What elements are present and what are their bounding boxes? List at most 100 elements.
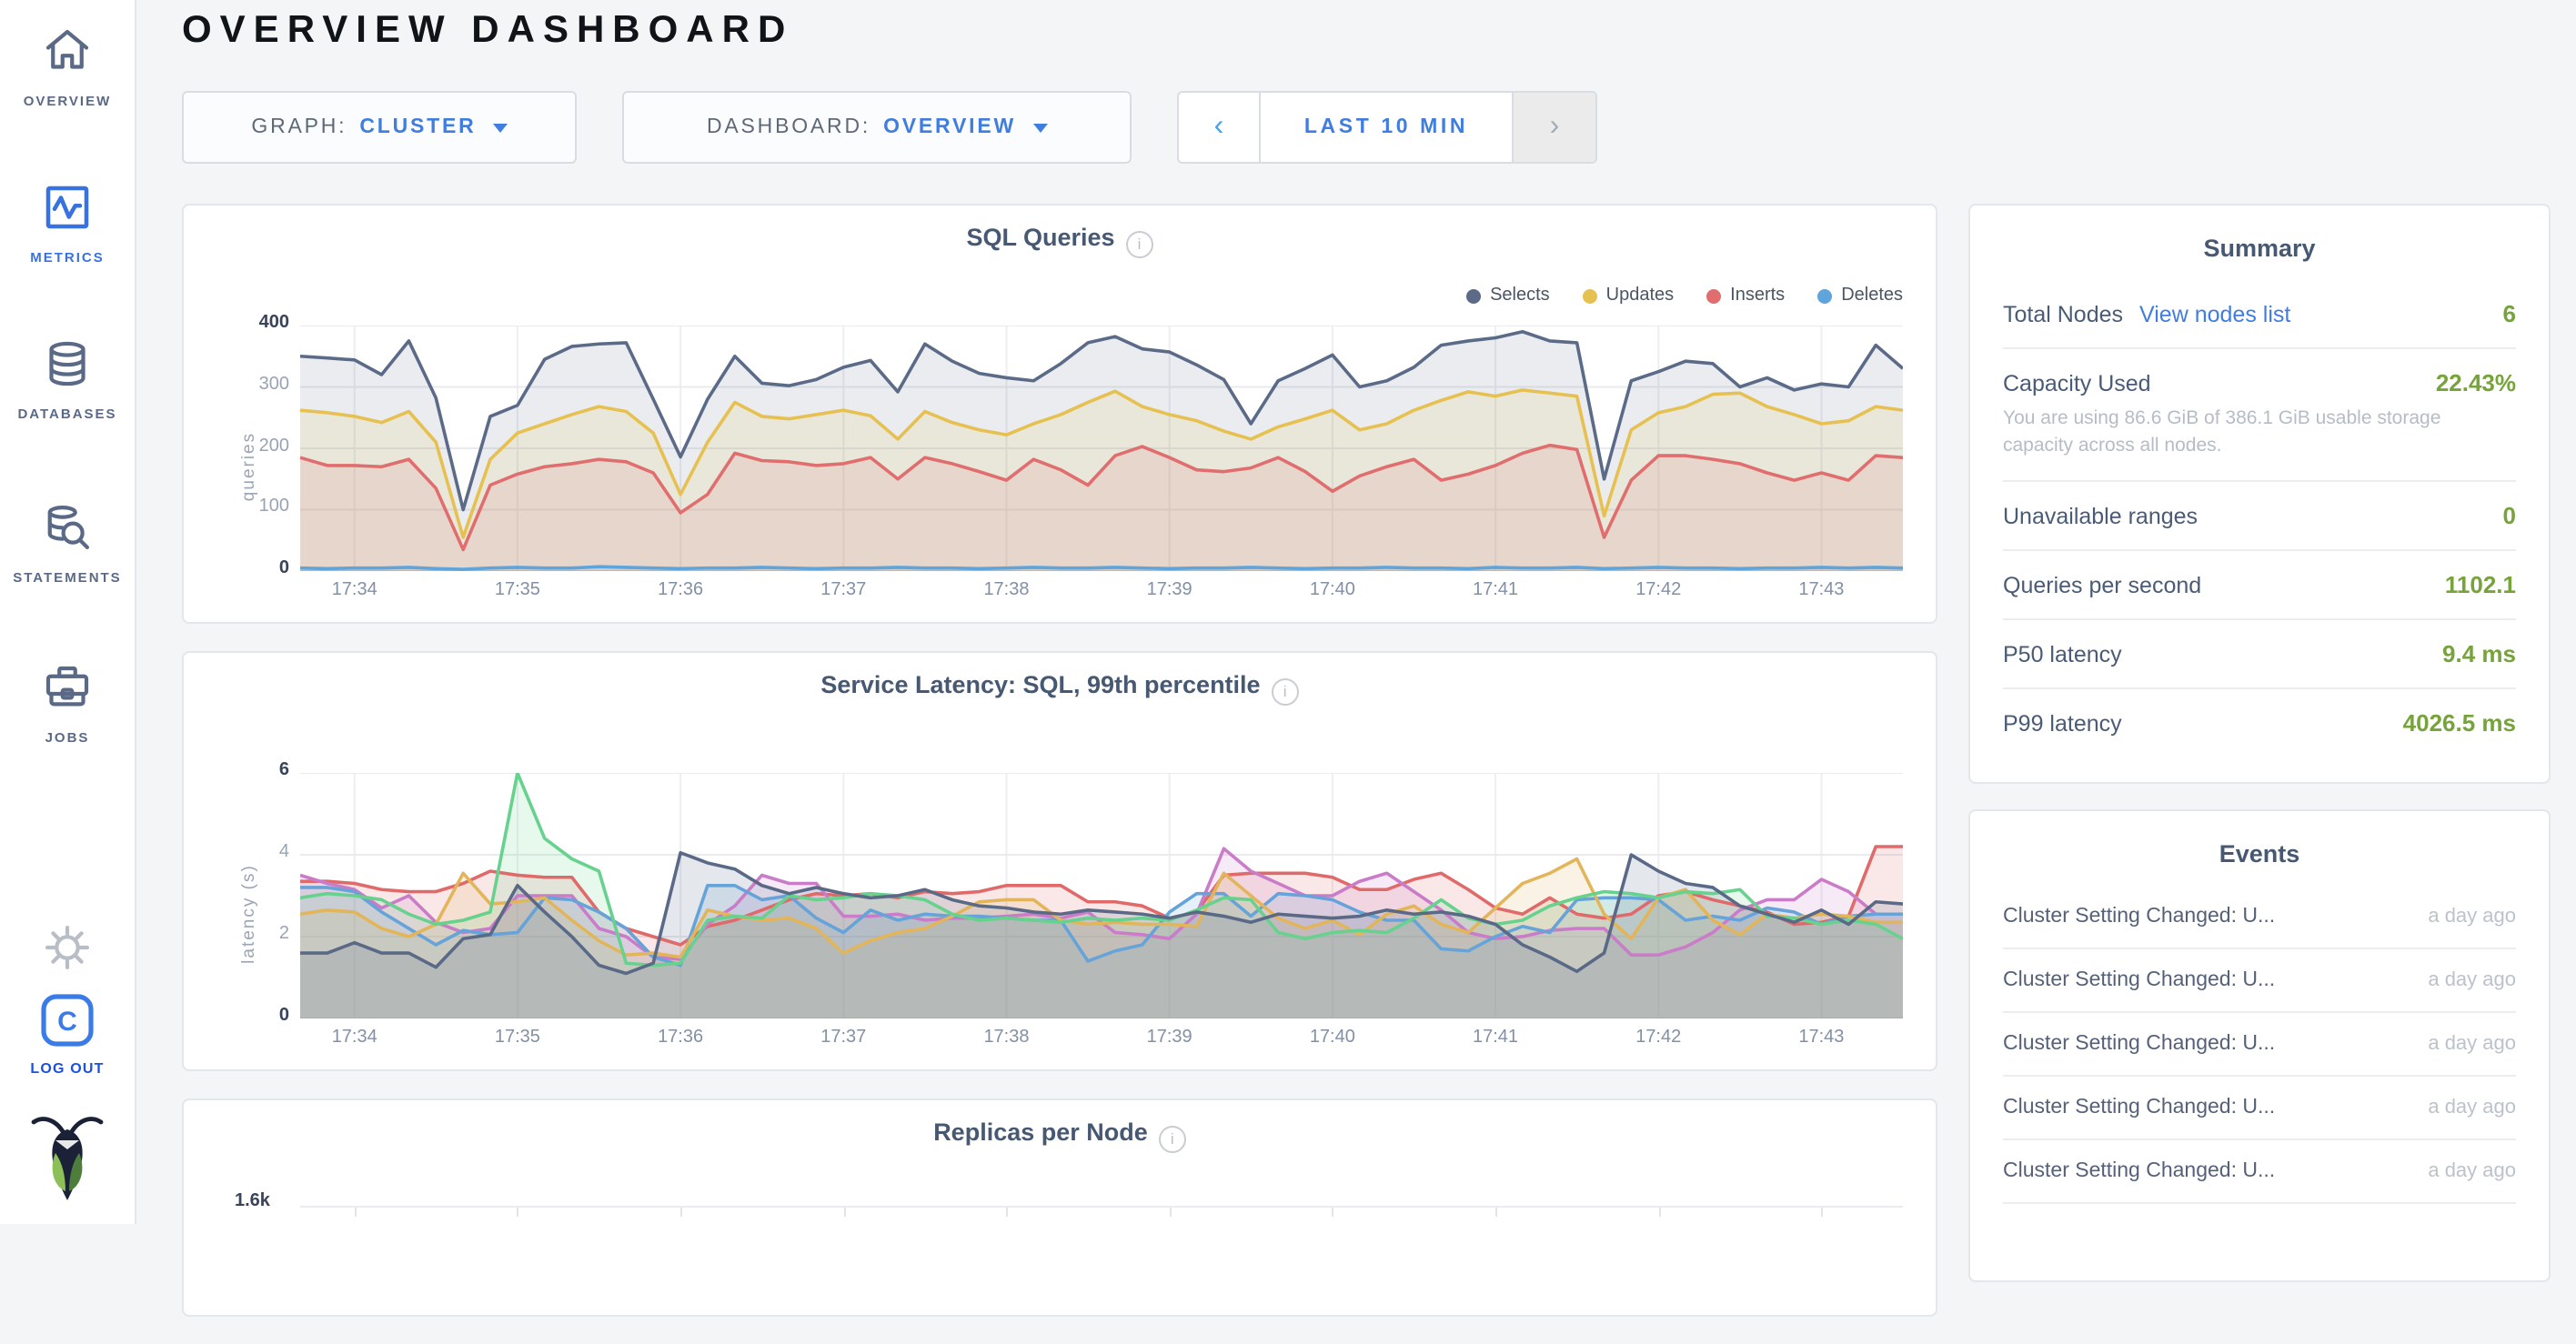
x-tick: 17:38 <box>983 580 1030 600</box>
x-tick: 17:41 <box>1473 580 1519 600</box>
graph-dropdown-label: GRAPH: <box>251 116 347 138</box>
event-text: Cluster Setting Changed: U... <box>2003 969 2276 992</box>
y-axis-tick: 1.6k <box>235 1191 270 1211</box>
replicas-chart-card: Replicas per Node i 1.6k <box>182 1098 1937 1317</box>
summary-row-total-nodes: Total Nodes View nodes list 6 <box>2003 280 2516 349</box>
chevron-down-icon <box>1032 123 1048 132</box>
chart-title-text: Service Latency: SQL, 99th percentile <box>820 671 1261 698</box>
legend-label: Updates <box>1605 286 1675 306</box>
info-icon[interactable]: i <box>1271 678 1299 706</box>
summary-row-p99: P99 latency 4026.5 ms <box>2003 690 2516 757</box>
x-axis-ticks: 17:34 17:35 17:36 17:37 17:38 17:39 17:40 17:41… <box>300 1018 1903 1055</box>
info-icon[interactable]: i <box>1158 1126 1186 1153</box>
dashboard-dropdown-value: OVERVIEW <box>883 116 1017 138</box>
y-tick: 100 <box>258 496 289 517</box>
chart-title-text: SQL Queries <box>966 224 1115 251</box>
summary-value: 4026.5 ms <box>2402 709 2516 737</box>
sql-queries-plot <box>300 326 1903 571</box>
summary-label: Total Nodes <box>2003 302 2124 327</box>
gridline-stub <box>1821 1208 1824 1217</box>
capacity-caption: You are using 86.6 GiB of 386.1 GiB usab… <box>2003 407 2441 457</box>
sidebar-item-statements[interactable]: STATEMENTS <box>0 502 135 586</box>
gridline-stub <box>1658 1208 1661 1217</box>
sidebar-item-label: OVERVIEW <box>23 93 112 109</box>
list-item: Cluster Setting Changed: U... a day ago <box>2003 887 2516 950</box>
x-tick: 17:37 <box>820 1028 867 1048</box>
dashboard-dropdown-label: DASHBOARD: <box>706 116 871 138</box>
logout-label[interactable]: LOG OUT <box>30 1060 105 1077</box>
chart-title: Service Latency: SQL, 99th percentile i <box>216 671 1903 706</box>
legend-dot <box>1817 288 1833 303</box>
gridline-stub <box>1332 1208 1334 1217</box>
chevron-down-icon <box>492 123 508 132</box>
sidebar-item-label: STATEMENTS <box>13 569 122 586</box>
time-next-button[interactable]: › <box>1512 93 1595 162</box>
sidebar-item-metrics[interactable]: METRICS <box>0 182 135 266</box>
list-item: Cluster Setting Changed: U... a day ago <box>2003 1014 2516 1078</box>
time-prev-button[interactable]: ‹ <box>1179 93 1261 162</box>
x-tick: 17:43 <box>1798 1028 1845 1048</box>
x-tick: 17:38 <box>983 1028 1030 1048</box>
summary-value: 1102.1 <box>2444 571 2516 599</box>
y-tick: 4 <box>278 842 289 862</box>
logout-button[interactable]: C <box>0 991 135 1058</box>
event-text: Cluster Setting Changed: U... <box>2003 1097 2276 1119</box>
view-nodes-link[interactable]: View nodes list <box>2139 302 2291 327</box>
main-content: OVERVIEW DASHBOARD GRAPH: CLUSTER DASHBO… <box>135 0 2576 1317</box>
event-time: a day ago <box>2428 906 2516 928</box>
x-tick: 17:42 <box>1635 580 1682 600</box>
chevron-right-icon: › <box>1549 111 1560 142</box>
y-axis-ticks: 0 100 200 300 400 <box>227 313 289 578</box>
graph-dropdown[interactable]: GRAPH: CLUSTER <box>182 91 577 164</box>
event-time: a day ago <box>2428 1160 2516 1183</box>
summary-value: 0 <box>2502 502 2516 530</box>
x-tick: 17:43 <box>1798 580 1845 600</box>
x-tick: 17:40 <box>1309 580 1355 600</box>
x-tick: 17:36 <box>658 580 704 600</box>
sidebar-item-databases[interactable]: DATABASES <box>0 338 135 422</box>
sidebar-item-overview[interactable]: OVERVIEW <box>0 25 135 109</box>
gridline-stub <box>1169 1208 1172 1217</box>
list-item: Cluster Setting Changed: U... a day ago <box>2003 1078 2516 1141</box>
y-tick: 0 <box>278 558 289 578</box>
settings-gear[interactable] <box>0 924 135 980</box>
gridline-stub <box>1495 1208 1498 1217</box>
chart-title-text: Replicas per Node <box>933 1118 1148 1146</box>
time-range-picker: ‹ LAST 10 MIN › <box>1177 91 1597 164</box>
event-text: Cluster Setting Changed: U... <box>2003 1160 2276 1183</box>
sidebar-item-label: DATABASES <box>17 406 117 422</box>
gridline-stub <box>680 1208 683 1217</box>
summary-label: P50 latency <box>2003 642 2122 668</box>
legend-label: Deletes <box>1841 286 1903 306</box>
chart-title: SQL Queries i <box>216 224 1903 258</box>
summary-label: Capacity Used <box>2003 371 2151 396</box>
page-title: OVERVIEW DASHBOARD <box>182 9 794 51</box>
x-tick: 17:37 <box>820 580 867 600</box>
list-item: Cluster Setting Changed: U... a day ago <box>2003 1141 2516 1205</box>
dashboard-dropdown[interactable]: DASHBOARD: OVERVIEW <box>622 91 1132 164</box>
time-range-value[interactable]: LAST 10 MIN <box>1303 116 1469 138</box>
event-text: Cluster Setting Changed: U... <box>2003 1033 2276 1056</box>
chevron-left-icon: ‹ <box>1213 111 1224 142</box>
info-icon[interactable]: i <box>1125 231 1153 258</box>
cockroach-c-icon: C <box>38 991 96 1058</box>
legend-label: Selects <box>1490 286 1550 306</box>
sidebar: OVERVIEW METRICS DATABASES <box>0 0 136 1224</box>
x-tick: 17:34 <box>331 1028 377 1048</box>
legend-label: Inserts <box>1730 286 1786 306</box>
sidebar-item-jobs[interactable]: JOBS <box>0 662 135 746</box>
events-title: Events <box>2219 840 2300 868</box>
gridline-stub <box>517 1208 519 1217</box>
y-tick: 0 <box>278 1006 289 1026</box>
service-latency-plot <box>300 773 1903 1018</box>
statements-icon <box>42 502 93 562</box>
summary-value: 6 <box>2502 300 2516 327</box>
legend-item: Inserts <box>1706 286 1785 306</box>
summary-label: P99 latency <box>2003 711 2122 737</box>
x-tick: 17:41 <box>1473 1028 1519 1048</box>
summary-label: Unavailable ranges <box>2003 504 2199 530</box>
x-axis-ticks: 17:34 17:35 17:36 17:37 17:38 17:39 17:40 17:41… <box>300 571 1903 607</box>
summary-panel: Summary Total Nodes View nodes list 6 Ca… <box>1968 204 2551 785</box>
x-tick: 17:39 <box>1146 580 1192 600</box>
gridline-stub <box>843 1208 846 1217</box>
